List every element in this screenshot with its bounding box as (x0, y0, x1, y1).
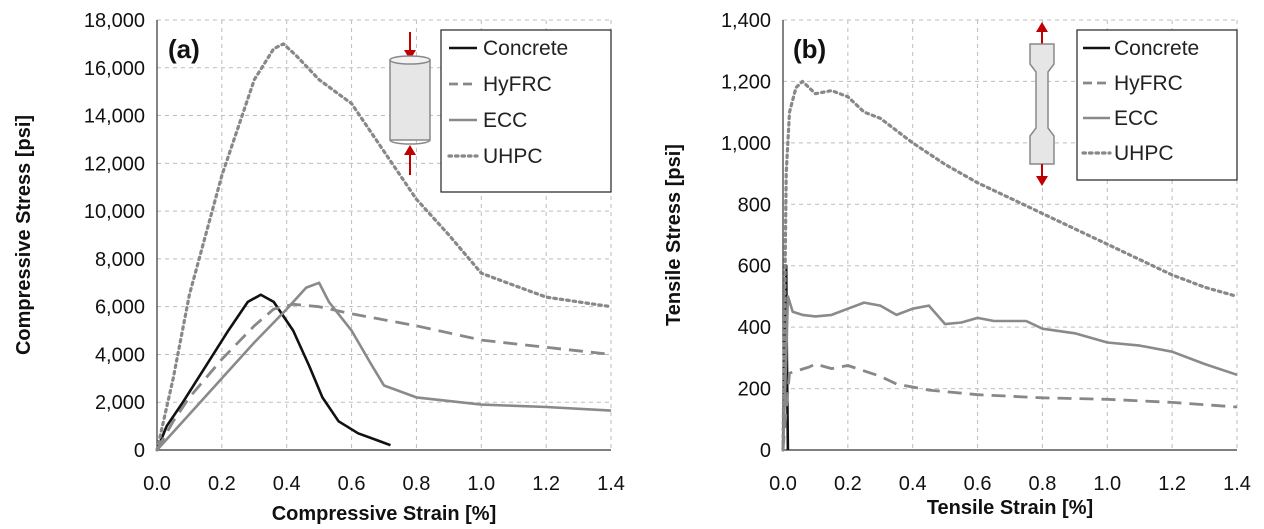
chart-b-legend: Concrete HyFRC ECC UHPC (1076, 29, 1238, 181)
chart-b-y-tick-label: 800 (738, 194, 771, 216)
chart-a-x-tick-label: 1.0 (467, 473, 495, 495)
chart-b-legend-label-hyfrc: HyFRC (1114, 72, 1183, 95)
compression-cylinder-icon (389, 32, 431, 175)
chart-a-x-tick-label: 0.4 (273, 473, 301, 495)
chart-a-y-axis-label: Compressive Stress [psi] (13, 115, 35, 355)
chart-a-legend-label-hyfrc: HyFRC (483, 73, 552, 96)
chart-b-y-tick-label: 1,200 (721, 71, 771, 93)
chart-a-legend-box (440, 29, 612, 193)
chart-a-legend-label-ecc: ECC (483, 109, 527, 132)
chart-b-x-tick-label: 0.0 (769, 473, 797, 495)
chart-a-y-tick-label: 10,000 (84, 201, 145, 223)
chart-b-x-tick-label: 0.2 (834, 473, 862, 495)
chart-a-y-tick-label: 0 (134, 440, 145, 462)
chart-a-x-tick-label: 0.8 (403, 473, 431, 495)
chart-b-x-tick-label: 1.4 (1223, 473, 1251, 495)
chart-b-x-tick-label: 0.4 (899, 473, 927, 495)
chart-a-series-ecc (156, 281, 612, 451)
chart-a-y-tick-label: 4,000 (95, 344, 145, 366)
chart-a-series-uhpc (155, 42, 613, 452)
chart-b-legend-label-uhpc: UHPC (1114, 142, 1174, 165)
chart-b-y-tick-label: 1,000 (721, 133, 771, 155)
chart-a-x-tick-label: 0.2 (208, 473, 236, 495)
chart-b-y-tick-label: 600 (738, 256, 771, 278)
chart-b: 0.0 0.2 0.4 0.6 0.8 1.0 1.2 1.4 0 200 400 600 800 1,0… (663, 10, 1251, 519)
chart-a-legend: Concrete HyFRC ECC UHPC (440, 29, 612, 193)
chart-a-x-tick-label: 0.0 (143, 473, 171, 495)
chart-b-y-tick-label: 400 (738, 317, 771, 339)
chart-a-series (155, 42, 613, 452)
chart-a-y-tick-label: 18,000 (84, 10, 145, 32)
chart-b-series-uhpc (781, 79, 1239, 452)
chart-b-legend-box (1076, 29, 1238, 181)
chart-a-x-tick-label: 1.2 (532, 473, 560, 495)
chart-b-x-tick-label: 1.0 (1093, 473, 1121, 495)
chart-a-y-tick-label: 8,000 (95, 249, 145, 271)
chart-a-axes (156, 20, 611, 451)
chart-a-y-tick-label: 6,000 (95, 297, 145, 319)
chart-a-series-hyfrc (155, 302, 612, 451)
chart-a-x-tick-label: 0.6 (338, 473, 366, 495)
chart-a-x-tick-label: 1.4 (597, 473, 625, 495)
chart-b-legend-label-concrete: Concrete (1114, 37, 1199, 60)
chart-b-tick-labels: 0.0 0.2 0.4 0.6 0.8 1.0 1.2 1.4 0 200 400 600 800 1,0… (721, 10, 1251, 495)
chart-a-legend-label-concrete: Concrete (483, 37, 568, 60)
chart-b-x-tick-label: 1.2 (1158, 473, 1186, 495)
chart-b-legend-label-ecc: ECC (1114, 107, 1158, 130)
chart-b-panel-label: (b) (793, 34, 826, 64)
chart-a-y-tick-label: 2,000 (95, 392, 145, 414)
chart-b-series (781, 79, 1239, 452)
chart-a-y-tick-label: 16,000 (84, 58, 145, 80)
chart-b-x-tick-label: 0.8 (1029, 473, 1057, 495)
chart-a-y-tick-label: 12,000 (84, 153, 145, 175)
chart-a-x-axis-label: Compressive Strain [%] (272, 503, 497, 525)
chart-b-x-axis-label: Tensile Strain [%] (927, 497, 1093, 519)
chart-a-panel-label: (a) (168, 34, 200, 64)
chart-b-y-tick-label: 200 (738, 379, 771, 401)
chart-a: 0.0 0.2 0.4 0.6 0.8 1.0 1.2 1.4 0 2,000 4,000 6,000… (13, 10, 625, 525)
chart-b-x-tick-label: 0.6 (964, 473, 992, 495)
chart-b-y-axis-label: Tensile Stress [psi] (663, 144, 685, 326)
chart-b-series-hyfrc (781, 362, 1238, 451)
chart-a-tick-labels: 0.0 0.2 0.4 0.6 0.8 1.0 1.2 1.4 0 2,000 4,000 6,000… (84, 10, 625, 495)
chart-a-series-concrete (155, 293, 391, 451)
chart-b-y-tick-label: 1,400 (721, 10, 771, 32)
chart-b-series-ecc (781, 295, 1238, 451)
chart-a-legend-label-uhpc: UHPC (483, 145, 543, 168)
tension-dogbone-icon (1029, 22, 1055, 186)
chart-a-y-tick-label: 14,000 (84, 106, 145, 128)
chart-b-y-tick-label: 0 (760, 440, 771, 462)
